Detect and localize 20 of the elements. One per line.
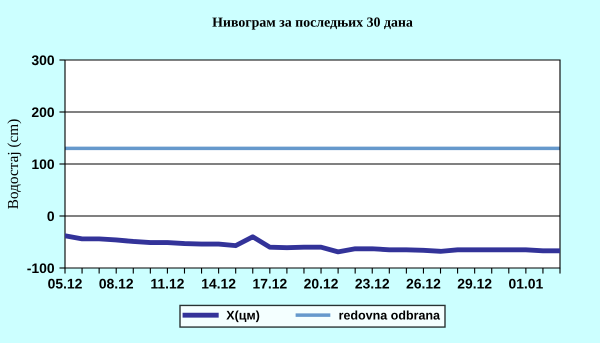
line-series <box>65 233 560 254</box>
y-tick-label: -100 <box>27 263 54 274</box>
x-tick-label: 17.12 <box>253 278 287 288</box>
y-tick-label: 300 <box>32 55 54 66</box>
x-tick-label: 29.12 <box>458 278 492 289</box>
legend-label: X(цм) <box>226 310 260 322</box>
chart-title: Нивограм за последњих 30 дана <box>212 17 413 30</box>
legend-label: redovna odbrana <box>339 310 440 320</box>
y-tick-label: 0 <box>47 211 54 222</box>
x-tick-label: 20.12 <box>304 278 338 289</box>
x-tick-label: 23.12 <box>355 278 390 289</box>
x-tick-label: 26.12 <box>406 278 440 289</box>
y-axis-title: Водостај (cm) <box>7 119 22 209</box>
x-tick-label: 14.12 <box>202 278 236 288</box>
x-tick-label: 11.12 <box>151 278 184 288</box>
y-tick-label: 200 <box>32 107 54 118</box>
x-tick-label: 08.12 <box>99 278 134 289</box>
x-tick-label: 01.01 <box>509 278 543 289</box>
y-tick-label: 100 <box>32 159 54 170</box>
x-tick-label: 05.12 <box>48 278 82 289</box>
